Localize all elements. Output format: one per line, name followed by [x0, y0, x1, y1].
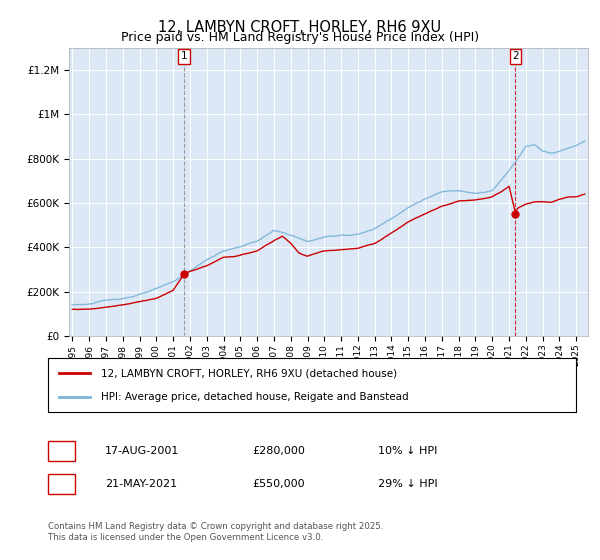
Text: 1: 1	[58, 446, 65, 456]
Text: HPI: Average price, detached house, Reigate and Banstead: HPI: Average price, detached house, Reig…	[101, 391, 409, 402]
Text: 12, LAMBYN CROFT, HORLEY, RH6 9XU: 12, LAMBYN CROFT, HORLEY, RH6 9XU	[158, 20, 442, 35]
Text: 12, LAMBYN CROFT, HORLEY, RH6 9XU (detached house): 12, LAMBYN CROFT, HORLEY, RH6 9XU (detac…	[101, 368, 397, 379]
Text: 21-MAY-2021: 21-MAY-2021	[105, 479, 177, 489]
Text: Contains HM Land Registry data © Crown copyright and database right 2025.
This d: Contains HM Land Registry data © Crown c…	[48, 522, 383, 542]
Text: 10% ↓ HPI: 10% ↓ HPI	[378, 446, 437, 456]
Text: 2: 2	[512, 52, 519, 62]
Text: 29% ↓ HPI: 29% ↓ HPI	[378, 479, 437, 489]
Text: £550,000: £550,000	[252, 479, 305, 489]
Text: £280,000: £280,000	[252, 446, 305, 456]
Text: Price paid vs. HM Land Registry's House Price Index (HPI): Price paid vs. HM Land Registry's House …	[121, 31, 479, 44]
Text: 17-AUG-2001: 17-AUG-2001	[105, 446, 179, 456]
Text: 2: 2	[58, 479, 65, 489]
Text: 1: 1	[181, 52, 187, 62]
